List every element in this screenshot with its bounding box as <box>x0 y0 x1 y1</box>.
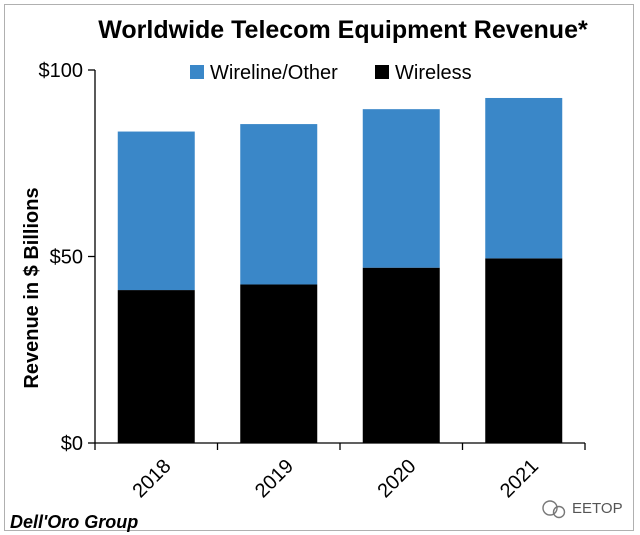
axes <box>94 70 586 450</box>
legend-label: Wireline/Other <box>210 62 338 84</box>
bars <box>117 97 563 443</box>
legend-swatch <box>190 65 204 79</box>
bar-wireless-2018 <box>117 290 195 443</box>
wechat-icon <box>542 500 566 519</box>
legend-swatch <box>375 65 389 79</box>
bar-wireline-other-2018 <box>117 131 195 291</box>
y-tick-label: $50 <box>50 247 83 269</box>
x-tick-label: 2021 <box>496 455 543 502</box>
watermark: EETOP <box>542 500 623 519</box>
source-label: Dell'Oro Group <box>10 512 138 532</box>
bar-wireless-2020 <box>362 267 440 443</box>
legend: Wireline/Other Wireless <box>190 62 472 84</box>
x-tick-label: 2018 <box>128 455 175 502</box>
x-axis-labels: 2018 2019 2020 2021 <box>128 455 543 502</box>
bar-wireless-2021 <box>485 258 563 443</box>
y-tick-label: $0 <box>61 433 83 455</box>
bar-wireline-other-2020 <box>362 109 440 268</box>
bar-wireline-other-2019 <box>240 124 318 285</box>
x-tick-label: 2019 <box>251 455 298 502</box>
y-tick-label: $100 <box>39 60 84 82</box>
watermark-label: EETOP <box>572 500 623 517</box>
chart-title: Worldwide Telecom Equipment Revenue* <box>98 16 588 44</box>
bar-wireless-2019 <box>240 284 318 443</box>
y-axis-label: Revenue in $ Billions <box>21 187 43 388</box>
bar-wireline-other-2021 <box>485 97 563 259</box>
y-axis-ticks: $0 $50 $100 <box>39 60 95 455</box>
x-tick-label: 2020 <box>373 455 420 502</box>
legend-label: Wireless <box>395 62 472 84</box>
